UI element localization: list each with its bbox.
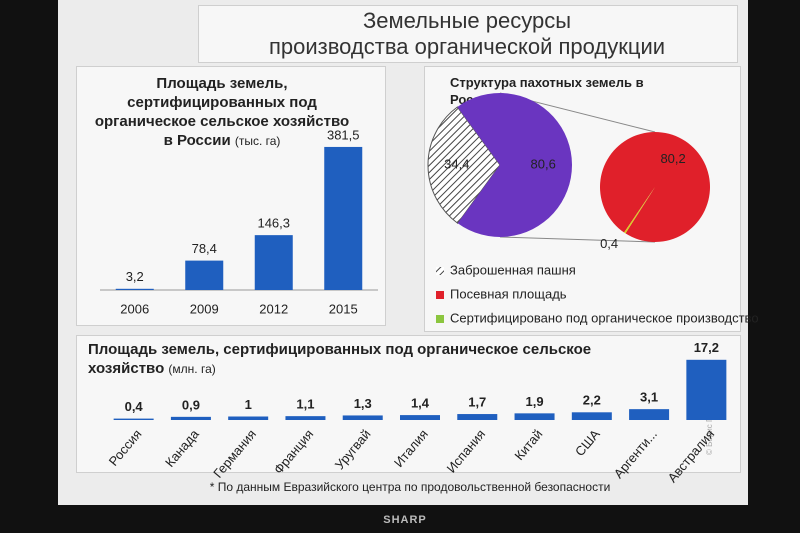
bar [629,409,670,420]
data-label: 1,9 [526,394,544,409]
slide-title: Земельные ресурсы производства органичес… [198,8,736,60]
x-tick-label: 2012 [259,301,288,316]
data-label: 80,2 [660,151,685,166]
x-tick-label: Канада [162,426,202,470]
title-text: Площадь земель, сертифицированных под ор… [88,341,592,377]
bar [285,416,326,420]
data-label: 0,4 [600,236,618,251]
x-tick-label: 2009 [190,301,219,316]
data-label: 381,5 [327,127,360,142]
data-label: 1,7 [468,394,486,409]
bar [170,416,211,420]
chart-title: Площадь земель, сертифицированных под ор… [92,74,352,151]
title-line: Земельные ресурсы [362,8,572,33]
pie-slice [624,187,655,234]
data-label: 1,1 [296,397,314,412]
x-tick-label: Франция [271,426,317,476]
data-label: 2,2 [583,393,601,408]
bar [686,359,727,420]
x-tick-label: Италия [391,426,431,470]
legend-label: Посевная площадь [450,286,567,301]
bar [324,146,363,290]
pie-slice [457,92,572,237]
x-tick-label: 2006 [120,301,149,316]
connector [499,236,656,243]
legend-swatch [436,315,444,323]
unit: (тыс. га) [234,134,281,148]
x-tick-label: Германия [210,426,259,480]
bar [185,260,224,290]
brand: SHARP [383,514,427,526]
legend-label: Сертифицировано под органическое произво… [450,310,759,325]
footnote: * По данным Евразийского центра по продо… [209,480,611,494]
title-line: производства органической продукции [268,34,666,59]
data-label: 3,2 [126,269,144,284]
data-label: 17,2 [694,340,719,355]
panel [76,335,741,473]
data-label: 3,1 [640,390,658,405]
pie-slice [427,106,501,224]
bar [400,415,440,420]
bar [254,235,293,290]
x-tick-label: Австралия [665,426,718,485]
x-tick-label: США [572,426,603,459]
bar [113,418,154,420]
title-text: Площадь земель, сертифицированных под ор… [94,75,350,149]
data-label: 1,4 [411,396,430,411]
data-label: 78,4 [192,241,217,256]
pie-slice [599,131,710,242]
legend-swatch [436,291,444,299]
data-label: 1,3 [354,396,372,411]
data-label: 146,3 [257,216,290,231]
bar [514,413,555,420]
bar [457,414,498,420]
title-box [198,5,738,63]
x-tick-label: Россия [106,426,145,468]
x-tick-label: Аргенти... [611,426,660,481]
chart-title: Площадь земель, сертифицированных под ор… [88,340,618,379]
legend-swatch [436,267,444,275]
x-tick-label: 2015 [329,301,358,316]
x-tick-label: Уругвай [332,426,374,472]
bar [571,412,612,420]
bar [228,416,269,420]
data-label: 1 [245,397,252,412]
legend-label: Заброшенная пашня [450,262,576,277]
unit: (млн. га) [168,362,216,376]
bar [342,415,383,420]
data-label: 34,4 [444,157,469,172]
x-tick-label: Испания [444,426,489,475]
x-tick-label: Китай [511,426,545,463]
data-label: 80,6 [531,156,556,171]
data-label: 0,9 [182,397,200,412]
data-label: 0,4 [125,399,144,414]
bar [115,288,154,290]
